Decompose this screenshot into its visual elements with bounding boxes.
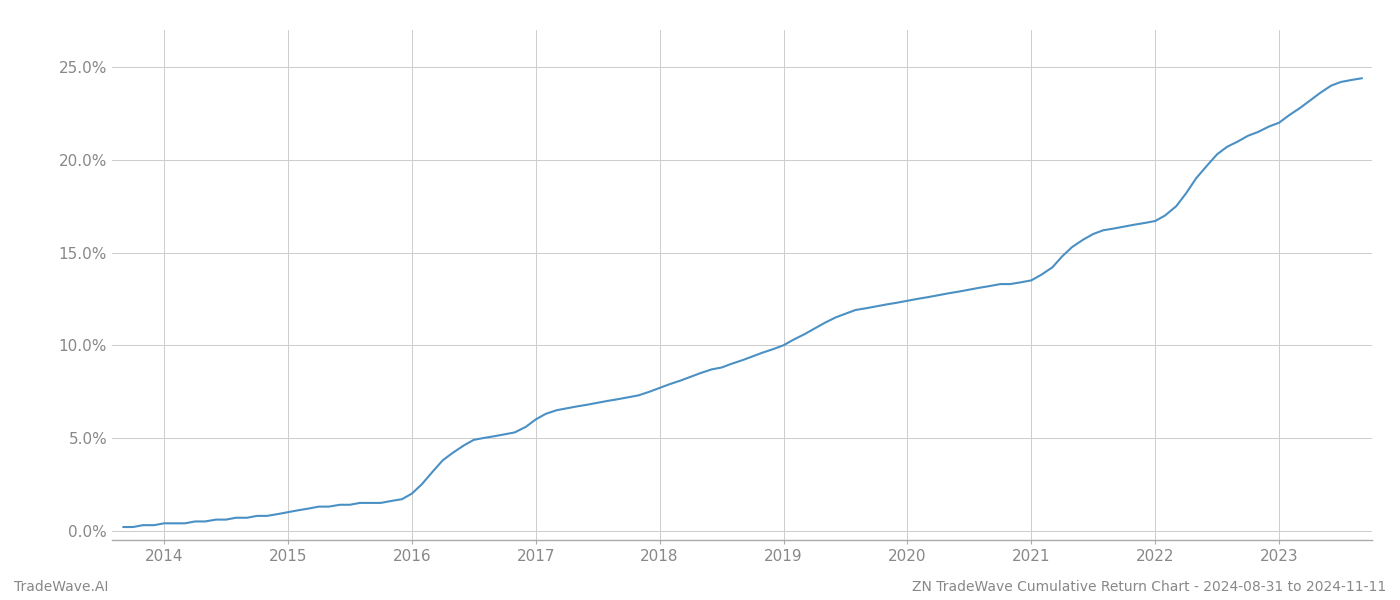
Text: TradeWave.AI: TradeWave.AI [14, 580, 108, 594]
Text: ZN TradeWave Cumulative Return Chart - 2024-08-31 to 2024-11-11: ZN TradeWave Cumulative Return Chart - 2… [911, 580, 1386, 594]
